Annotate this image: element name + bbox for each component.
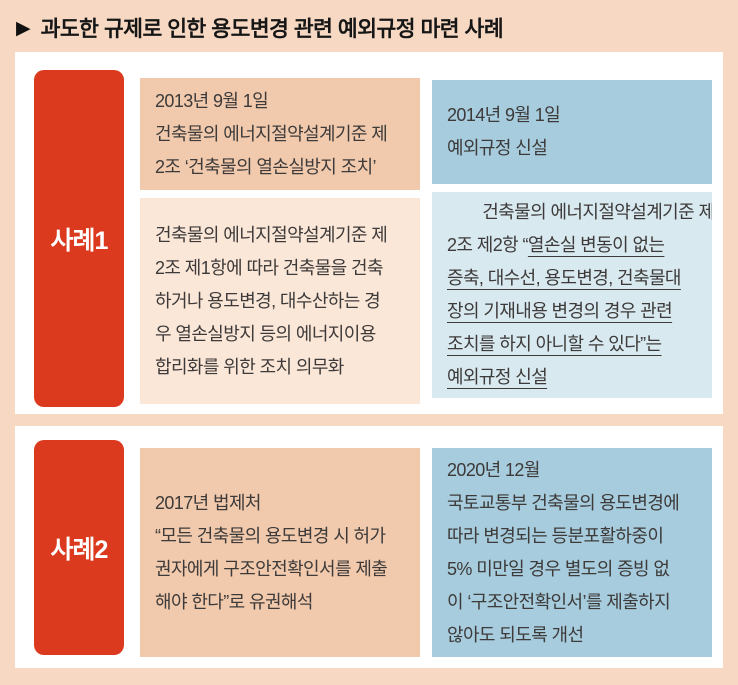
case2-before-box: 2017년 법제처 “모든 건축물의 용도변경 시 허가 권자에게 구조안전확인… [140, 448, 420, 657]
case1-before-detail-text: 건축물의 에너지절약설계기준 제 2조 제1항에 따라 건축물을 건축 하거나 … [155, 224, 388, 377]
case2-label-badge: 사례2 [34, 440, 124, 655]
case1-before-date-text: 2013년 9월 1일 건축물의 에너지절약설계기준 제 2조 ‘건축물의 열손… [155, 90, 388, 177]
triangle-bullet-icon: ▶ [16, 18, 31, 39]
case1-after-detail-text: 건축물의 에너지절약설계기준 제 2조 제2항 “열손실 변동이 없는 증축, … [447, 192, 712, 398]
case2-after-box: 2020년 12월 국토교통부 건축물의 용도변경에 따라 변경되는 등분포활하… [432, 448, 712, 657]
case1-after-detail-normal: 건축물의 에너지절약설계기준 제 2조 제2항 “ [447, 202, 712, 255]
case1-after-detail-underlined: 열손실 변동이 없는 증축, 대수선, 용도변경, 건축물대 장의 기재내용 변… [447, 235, 681, 387]
case2-after-text: 2020년 12월 국토교통부 건축물의 용도변경에 따라 변경되는 등분포활하… [447, 459, 680, 645]
case2-before-text: 2017년 법제처 “모든 건축물의 용도변경 시 허가 권자에게 구조안전확인… [155, 492, 388, 612]
case1-after-date-box: 2014년 9월 1일 예외규정 신설 [432, 80, 712, 184]
case1-after-detail-box: 건축물의 에너지절약설계기준 제 2조 제2항 “열손실 변동이 없는 증축, … [432, 192, 712, 398]
page-title: ▶ 과도한 규제로 인한 용도변경 관련 예외규정 마련 사례 [16, 12, 504, 43]
case1-after-date-text: 2014년 9월 1일 예외규정 신설 [447, 105, 561, 158]
case1-panel: 사례1 2013년 9월 1일 건축물의 에너지절약설계기준 제 2조 ‘건축물… [15, 52, 723, 414]
case1-before-detail-box: 건축물의 에너지절약설계기준 제 2조 제1항에 따라 건축물을 건축 하거나 … [140, 198, 420, 404]
case1-before-date-box: 2013년 9월 1일 건축물의 에너지절약설계기준 제 2조 ‘건축물의 열손… [140, 78, 420, 190]
case1-label-badge: 사례1 [34, 70, 124, 407]
case2-label-text: 사례2 [50, 535, 109, 564]
case2-panel: 사례2 2017년 법제처 “모든 건축물의 용도변경 시 허가 권자에게 구조… [15, 426, 723, 668]
page-title-text: 과도한 규제로 인한 용도변경 관련 예외규정 마련 사례 [40, 17, 504, 41]
case1-label-text: 사례1 [50, 226, 109, 255]
